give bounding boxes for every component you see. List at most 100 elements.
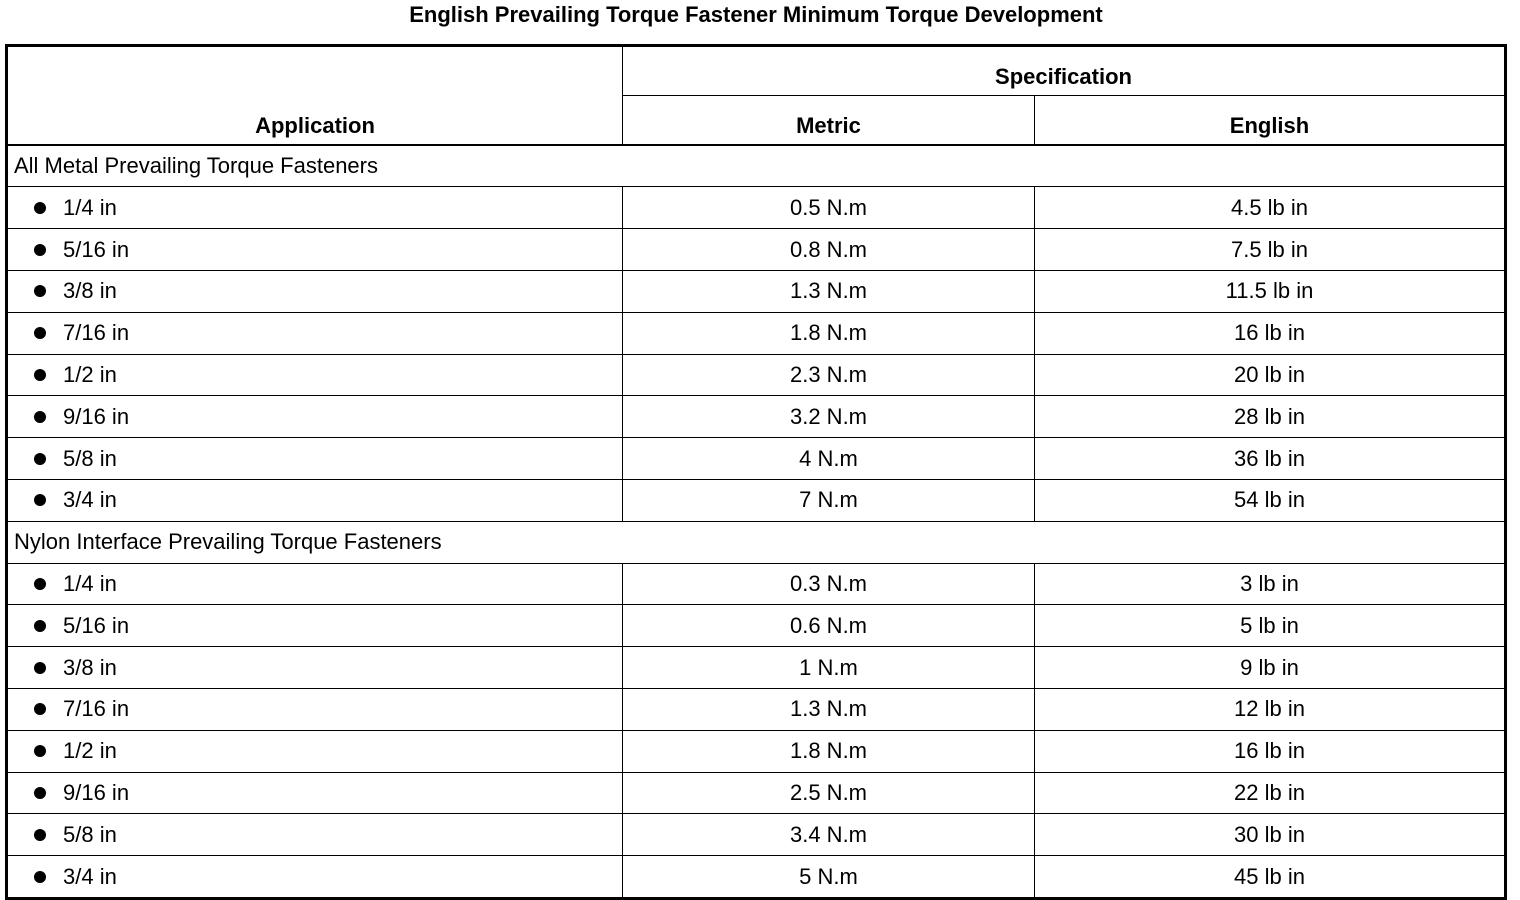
metric-cell: 2.5 N.m — [622, 771, 1035, 815]
bullet-icon — [34, 577, 46, 590]
application-cell: 3/8 in — [6, 646, 623, 689]
header-specification: Specification — [622, 45, 1506, 96]
table-title: English Prevailing Torque Fastener Minim… — [409, 2, 1103, 27]
english-cell: 9 lb in — [1034, 646, 1506, 689]
table-row: 5/16 in 0.8 N.m 7.5 lb in — [6, 228, 1506, 271]
application-cell: 9/16 in — [6, 395, 623, 439]
application-cell: 1/2 in — [6, 353, 623, 397]
fastener-size: 1/2 in — [63, 738, 117, 764]
application-cell: 1/4 in — [6, 562, 623, 606]
table-row: 1/2 in 1.8 N.m 16 lb in — [6, 729, 1506, 773]
english-cell: 12 lb in — [1034, 687, 1506, 731]
table-row: 3/4 in 5 N.m 45 lb in — [6, 855, 1506, 899]
section-label: Nylon Interface Prevailing Torque Fasten… — [6, 520, 1506, 564]
table-row: 1/2 in 2.3 N.m 20 lb in — [6, 353, 1506, 397]
metric-cell: 3.2 N.m — [622, 395, 1035, 439]
table-row: 3/4 in 7 N.m 54 lb in — [6, 478, 1506, 522]
table-row: 7/16 in 1.3 N.m 12 lb in — [6, 687, 1506, 731]
section-row: All Metal Prevailing Torque Fasteners — [6, 144, 1506, 188]
application-cell: 3/4 in — [6, 478, 623, 522]
english-cell: 30 lb in — [1034, 813, 1506, 857]
bullet-icon — [34, 285, 46, 298]
bullet-icon — [34, 243, 46, 256]
header-english: English — [1034, 94, 1506, 146]
application-cell: 7/16 in — [6, 311, 623, 355]
fastener-size: 5/16 in — [63, 612, 130, 638]
fastener-size: 7/16 in — [63, 696, 130, 722]
table-row: 1/4 in 0.5 N.m 4.5 lb in — [6, 186, 1506, 230]
table-row: 3/8 in 1.3 N.m 11.5 lb in — [6, 269, 1506, 313]
header-metric: Metric — [622, 94, 1035, 146]
bullet-icon — [34, 703, 46, 716]
bullet-icon — [34, 745, 46, 758]
metric-cell: 1.8 N.m — [622, 729, 1035, 773]
fastener-size: 5/8 in — [63, 445, 117, 471]
bullet-icon — [34, 368, 46, 381]
bullet-icon — [34, 619, 46, 632]
bullet-icon — [34, 452, 46, 465]
english-cell: 7.5 lb in — [1034, 228, 1506, 271]
english-cell: 36 lb in — [1034, 437, 1506, 480]
english-cell: 16 lb in — [1034, 729, 1506, 773]
application-cell: 1/4 in — [6, 186, 623, 230]
torque-table: Application Specification Metric English… — [5, 44, 1507, 900]
application-cell: 5/16 in — [6, 604, 623, 648]
fastener-size: 1/4 in — [63, 570, 117, 596]
metric-cell: 0.5 N.m — [622, 186, 1035, 230]
bullet-icon — [34, 786, 46, 799]
fastener-size: 9/16 in — [63, 403, 130, 429]
table-row: 9/16 in 3.2 N.m 28 lb in — [6, 395, 1506, 439]
header-application: Application — [6, 44, 623, 146]
section-row: Nylon Interface Prevailing Torque Fasten… — [6, 520, 1506, 564]
section-label: All Metal Prevailing Torque Fasteners — [6, 144, 1506, 188]
metric-cell: 0.6 N.m — [622, 604, 1035, 648]
fastener-size: 9/16 in — [63, 779, 130, 805]
metric-cell: 0.8 N.m — [622, 228, 1035, 271]
application-cell: 3/8 in — [6, 269, 623, 313]
application-cell: 9/16 in — [6, 771, 623, 815]
english-cell: 3 lb in — [1034, 562, 1506, 606]
metric-cell: 1 N.m — [622, 646, 1035, 689]
application-cell: 7/16 in — [6, 687, 623, 731]
metric-cell: 1.3 N.m — [622, 687, 1035, 731]
table-row: 9/16 in 2.5 N.m 22 lb in — [6, 771, 1506, 815]
metric-cell: 3.4 N.m — [622, 813, 1035, 857]
application-cell: 5/8 in — [6, 813, 623, 857]
bullet-icon — [34, 661, 46, 674]
english-cell: 16 lb in — [1034, 311, 1506, 355]
english-cell: 20 lb in — [1034, 353, 1506, 397]
english-cell: 4.5 lb in — [1034, 186, 1506, 230]
fastener-size: 1/2 in — [63, 361, 117, 387]
english-cell: 45 lb in — [1034, 855, 1506, 899]
english-cell: 22 lb in — [1034, 771, 1506, 815]
fastener-size: 3/8 in — [63, 278, 117, 304]
english-cell: 5 lb in — [1034, 604, 1506, 648]
fastener-size: 7/16 in — [63, 320, 130, 346]
english-cell: 28 lb in — [1034, 395, 1506, 439]
fastener-size: 1/4 in — [63, 194, 117, 220]
application-cell: 3/4 in — [6, 855, 623, 899]
metric-cell: 0.3 N.m — [622, 562, 1035, 606]
metric-cell: 2.3 N.m — [622, 353, 1035, 397]
english-cell: 54 lb in — [1034, 478, 1506, 522]
table-row: 7/16 in 1.8 N.m 16 lb in — [6, 311, 1506, 355]
english-cell: 11.5 lb in — [1034, 269, 1506, 313]
fastener-size: 3/8 in — [63, 654, 117, 680]
bullet-icon — [34, 828, 46, 841]
table-row: 1/4 in 0.3 N.m 3 lb in — [6, 562, 1506, 606]
bullet-icon — [34, 494, 46, 507]
bullet-icon — [34, 870, 46, 883]
application-cell: 5/16 in — [6, 228, 623, 271]
table-row: 5/8 in 3.4 N.m 30 lb in — [6, 813, 1506, 857]
bullet-icon — [34, 410, 46, 423]
bullet-icon — [34, 201, 46, 214]
fastener-size: 5/8 in — [63, 821, 117, 847]
bullet-icon — [34, 327, 46, 340]
fastener-size: 5/16 in — [63, 236, 130, 262]
table-row: 3/8 in 1 N.m 9 lb in — [6, 646, 1506, 689]
metric-cell: 7 N.m — [622, 478, 1035, 522]
application-cell: 1/2 in — [6, 729, 623, 773]
fastener-size: 3/4 in — [63, 863, 117, 889]
fastener-size: 3/4 in — [63, 487, 117, 513]
metric-cell: 4 N.m — [622, 437, 1035, 480]
